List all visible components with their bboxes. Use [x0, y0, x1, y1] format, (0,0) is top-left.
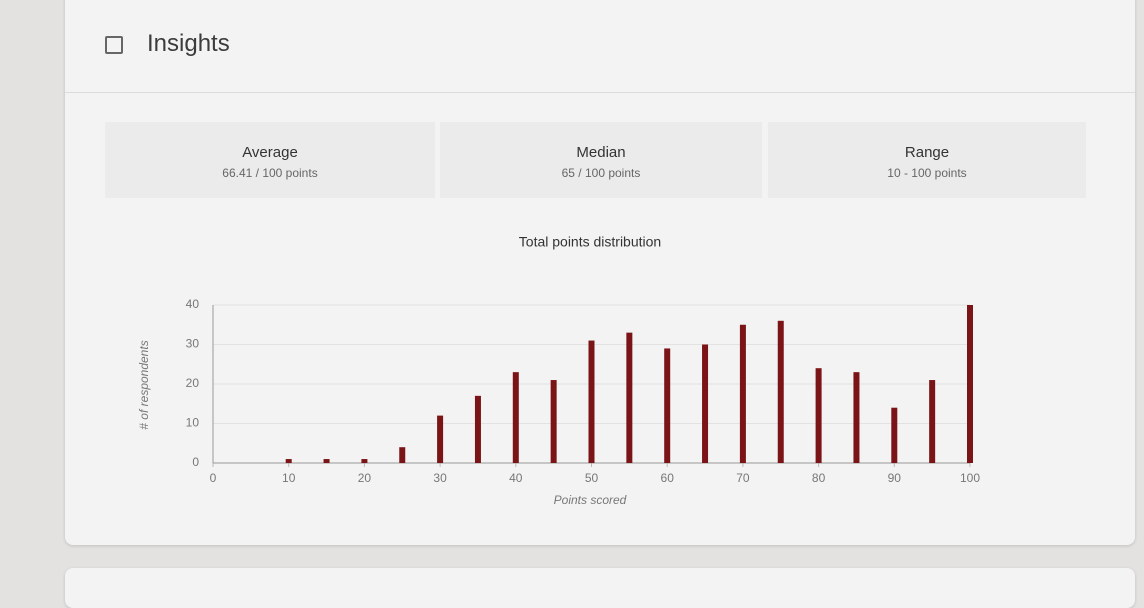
- x-tick-label: 80: [812, 471, 826, 485]
- x-tick-label: 60: [661, 471, 675, 485]
- bar: [475, 396, 481, 463]
- y-tick-label: 10: [186, 416, 200, 430]
- bar: [664, 348, 670, 463]
- chart: Total points distribution Points scored …: [0, 0, 1144, 595]
- x-tick-label: 50: [585, 471, 599, 485]
- y-tick-label: 40: [186, 297, 200, 311]
- bar: [399, 447, 405, 463]
- y-tick-label: 30: [186, 337, 200, 351]
- x-tick-label: 100: [960, 471, 980, 485]
- x-axis-label: Points scored: [554, 493, 627, 507]
- bar: [853, 372, 859, 463]
- bar: [361, 459, 367, 463]
- x-tick-label: 40: [509, 471, 523, 485]
- bar: [702, 345, 708, 464]
- bar: [324, 459, 330, 463]
- bar: [286, 459, 292, 463]
- x-tick-label: 20: [358, 471, 372, 485]
- bar: [891, 408, 897, 463]
- y-axis-label: # of respondents: [137, 340, 151, 429]
- bar: [513, 372, 519, 463]
- bar: [437, 416, 443, 463]
- chart-title: Total points distribution: [519, 234, 661, 250]
- page: {"header": {"title": "Insights"}, "stats…: [0, 0, 1144, 595]
- bar: [589, 341, 595, 463]
- bar: [816, 368, 822, 463]
- y-tick-label: 0: [192, 455, 199, 469]
- bar: [740, 325, 746, 463]
- bar: [967, 305, 973, 463]
- x-tick-label: 70: [736, 471, 750, 485]
- x-tick-label: 90: [888, 471, 902, 485]
- x-tick-label: 10: [282, 471, 296, 485]
- bar: [626, 333, 632, 463]
- y-tick-label: 20: [186, 376, 200, 390]
- bar: [929, 380, 935, 463]
- x-tick-label: 30: [433, 471, 447, 485]
- bar: [551, 380, 557, 463]
- x-tick-label: 0: [210, 471, 217, 485]
- bar: [778, 321, 784, 463]
